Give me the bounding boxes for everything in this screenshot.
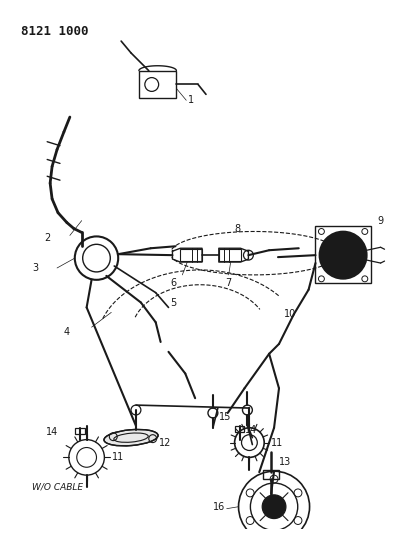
Text: 11: 11 bbox=[112, 453, 125, 463]
Text: 2: 2 bbox=[44, 233, 51, 244]
Bar bbox=[263, 470, 279, 479]
Text: 5: 5 bbox=[171, 297, 177, 308]
Text: 1: 1 bbox=[188, 95, 194, 106]
Text: 6: 6 bbox=[171, 278, 177, 288]
Text: 9: 9 bbox=[378, 216, 384, 225]
Bar bbox=[219, 249, 240, 261]
Bar bbox=[316, 225, 371, 283]
Bar bbox=[139, 71, 176, 98]
Circle shape bbox=[319, 231, 367, 279]
Text: 3: 3 bbox=[32, 263, 39, 273]
Ellipse shape bbox=[104, 430, 158, 446]
Text: 7: 7 bbox=[225, 278, 231, 288]
Text: 15: 15 bbox=[219, 412, 231, 422]
Bar bbox=[75, 428, 85, 434]
Text: 16: 16 bbox=[212, 502, 225, 512]
Text: 14: 14 bbox=[245, 425, 258, 435]
Text: 4: 4 bbox=[64, 327, 70, 337]
Text: 11: 11 bbox=[271, 438, 283, 448]
Bar bbox=[235, 426, 245, 432]
Text: 13: 13 bbox=[279, 457, 291, 467]
Text: 8121 1000: 8121 1000 bbox=[21, 25, 88, 38]
Bar bbox=[180, 249, 202, 261]
Text: 14: 14 bbox=[46, 427, 58, 437]
Text: 10: 10 bbox=[284, 309, 296, 319]
Text: 8: 8 bbox=[235, 223, 241, 233]
Text: 12: 12 bbox=[159, 438, 171, 448]
Text: W/O CABLE: W/O CABLE bbox=[32, 482, 83, 491]
Circle shape bbox=[262, 495, 286, 519]
